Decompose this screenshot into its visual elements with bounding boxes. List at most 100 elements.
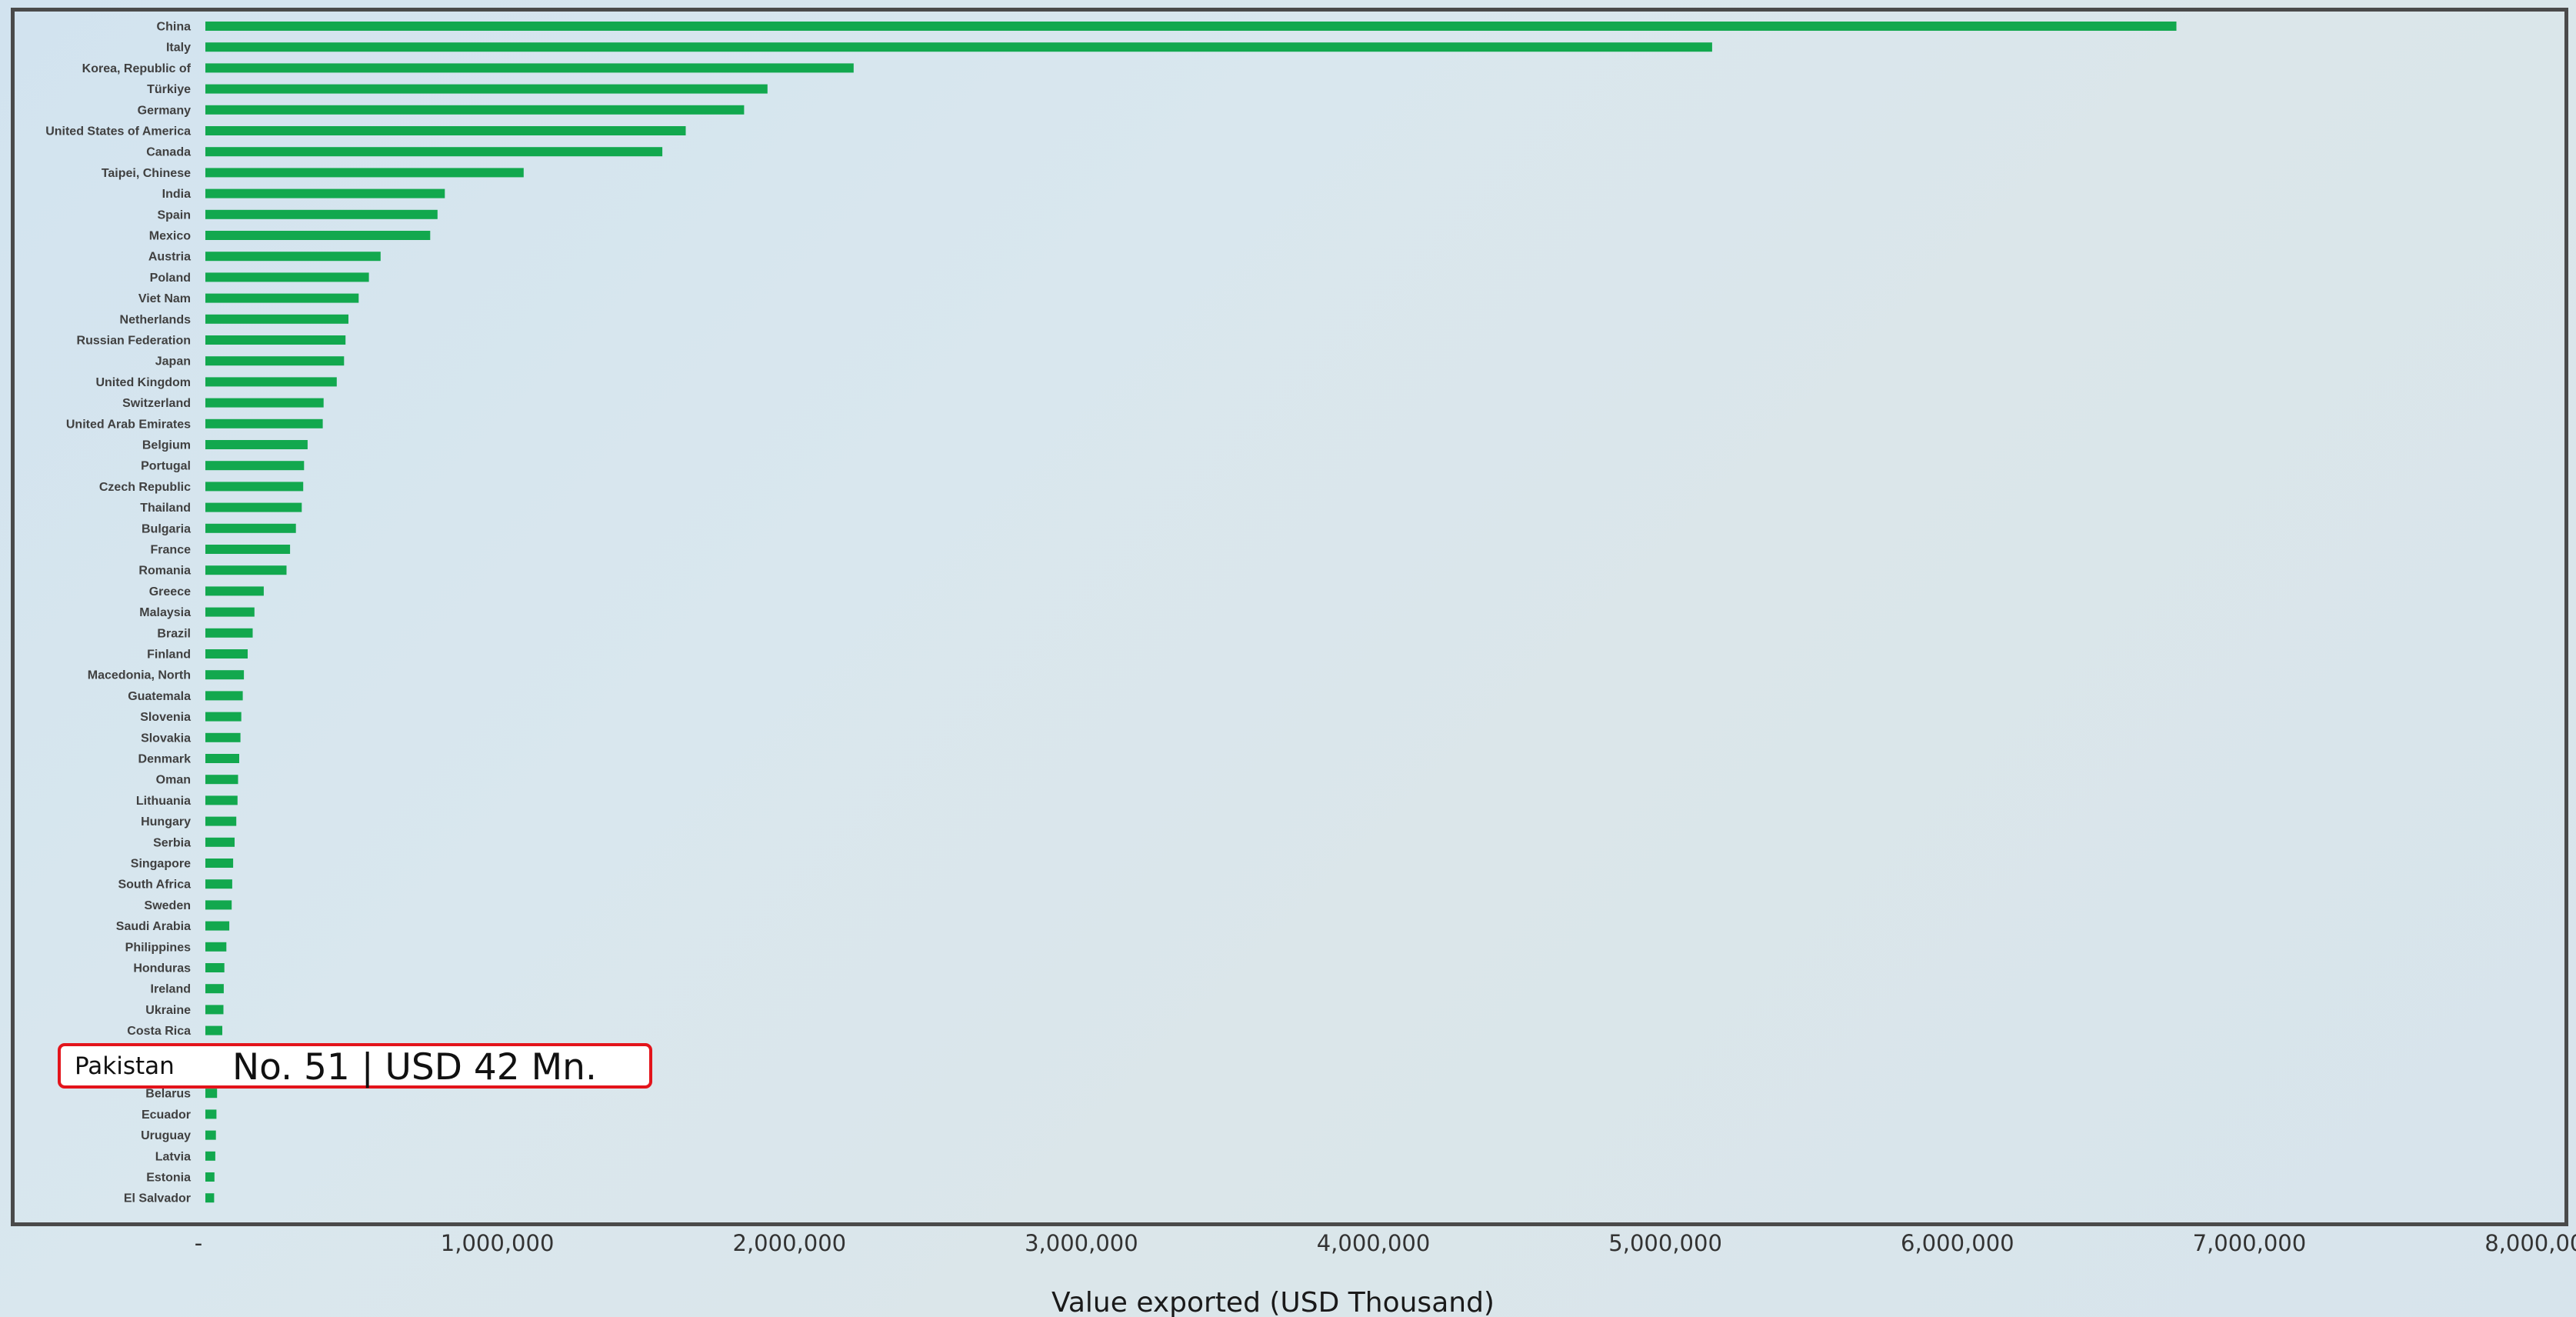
bar-slovakia	[205, 732, 241, 742]
category-label-serbia: Serbia	[153, 836, 191, 849]
x-tick-2000000: 2,000,000	[733, 1230, 847, 1256]
category-label-ukraine: Ukraine	[145, 1004, 191, 1017]
x-tick-8000000: 8,000,000	[2484, 1230, 2576, 1256]
bar-thailand	[205, 502, 302, 512]
bar-el-salvador	[205, 1193, 215, 1203]
bar-united-states-of-america	[205, 126, 686, 135]
category-label-saudi-arabia: Saudi Arabia	[116, 920, 191, 933]
category-label-uruguay: Uruguay	[141, 1129, 191, 1142]
category-label-hungary: Hungary	[141, 815, 191, 829]
category-label-china: China	[157, 21, 192, 34]
category-label-germany: Germany	[138, 104, 191, 117]
bar-korea-republic-of	[205, 63, 854, 73]
category-label-latvia: Latvia	[155, 1150, 191, 1163]
bar-portugal	[205, 461, 305, 471]
category-label-philippines: Philippines	[125, 941, 191, 954]
category-label-belarus: Belarus	[145, 1088, 191, 1101]
bar-italy	[205, 42, 1712, 52]
bar-taipei-chinese	[205, 168, 524, 178]
x-axis-ticks: - 1,000,000 2,000,000 3,000,000 4,000,000 5,0…	[195, 1230, 2576, 1256]
bar-honduras	[205, 963, 225, 972]
bar-finland	[205, 649, 248, 658]
category-label-malaysia: Malaysia	[139, 606, 191, 619]
bar-ecuador	[205, 1109, 217, 1119]
category-label-macedonia-north: Macedonia, North	[88, 669, 191, 682]
bar-costa-rica	[205, 1025, 222, 1035]
category-label-romania: Romania	[138, 565, 191, 578]
bar-india	[205, 188, 445, 198]
chart-frame	[11, 8, 2568, 1226]
bar-belgium	[205, 440, 308, 449]
bar-serbia	[205, 837, 235, 847]
category-label-thailand: Thailand	[140, 502, 191, 515]
bar-t-rkiye	[205, 84, 768, 94]
x-tick-7000000: 7,000,000	[2193, 1230, 2307, 1256]
category-label-belgium: Belgium	[142, 439, 191, 452]
bar-ireland	[205, 984, 224, 994]
bar-netherlands	[205, 314, 348, 324]
x-tick-6000000: 6,000,000	[1901, 1230, 2014, 1256]
bar-canada	[205, 147, 663, 157]
bar-united-arab-emirates	[205, 418, 323, 428]
bar-mexico	[205, 231, 431, 240]
category-label-brazil: Brazil	[157, 627, 191, 640]
category-labels: China Italy Korea, Republic of Türkiye Germa…	[45, 21, 191, 1205]
bar-japan	[205, 356, 345, 366]
category-label-south-africa: South Africa	[118, 879, 191, 892]
callout-box	[58, 1043, 652, 1089]
category-label-poland: Poland	[150, 272, 191, 285]
category-label-mexico: Mexico	[149, 230, 191, 243]
x-tick-1000000: 1,000,000	[441, 1230, 555, 1256]
x-tick-0: -	[195, 1230, 202, 1256]
category-label-united-arab-emirates: United Arab Emirates	[66, 418, 191, 431]
bar-denmark	[205, 754, 239, 763]
bar-lithuania	[205, 795, 238, 805]
bar-austria	[205, 252, 381, 262]
x-tick-3000000: 3,000,000	[1025, 1230, 1138, 1256]
category-label-canada: Canada	[146, 146, 191, 159]
category-label-taipei-chinese: Taipei, Chinese	[102, 167, 191, 180]
category-label-finland: Finland	[147, 648, 191, 662]
bar-ukraine	[205, 1005, 224, 1015]
category-label-russian-federation: Russian Federation	[77, 335, 191, 348]
category-label-ecuador: Ecuador	[142, 1109, 191, 1122]
category-label-slovenia: Slovenia	[140, 711, 191, 724]
category-label-ireland: Ireland	[151, 983, 191, 996]
bar-china	[205, 22, 2177, 31]
category-label-korea-republic-of: Korea, Republic of	[82, 62, 192, 75]
bar-guatemala	[205, 691, 243, 701]
bar-singapore	[205, 859, 234, 868]
category-label-united-kingdom: United Kingdom	[95, 376, 191, 389]
category-label-lithuania: Lithuania	[136, 795, 191, 808]
bar-belarus	[205, 1089, 218, 1099]
bar-switzerland	[205, 398, 324, 408]
category-label-guatemala: Guatemala	[128, 690, 191, 703]
bar-brazil	[205, 628, 253, 638]
bar-south-africa	[205, 879, 232, 889]
category-label-estonia: Estonia	[146, 1172, 191, 1185]
bar-bulgaria	[205, 523, 296, 533]
callout-country-label: Pakistan	[75, 1052, 175, 1080]
category-label-sweden: Sweden	[145, 899, 191, 912]
category-label-t-rkiye: Türkiye	[147, 83, 191, 96]
category-label-austria: Austria	[148, 251, 191, 264]
bar-viet-nam	[205, 293, 359, 303]
bar-romania	[205, 565, 287, 575]
bar-united-kingdom	[205, 377, 337, 387]
bar-estonia	[205, 1172, 215, 1182]
x-tick-4000000: 4,000,000	[1317, 1230, 1431, 1256]
bar-slovenia	[205, 712, 242, 722]
bar-russian-federation	[205, 335, 346, 345]
bar-saudi-arabia	[205, 921, 230, 931]
pakistan-callout: Pakistan No. 51 | USD 42 Mn.	[58, 1043, 652, 1089]
category-label-france: France	[151, 544, 192, 557]
category-label-netherlands: Netherlands	[120, 313, 192, 326]
bar-latvia	[205, 1151, 215, 1161]
category-label-honduras: Honduras	[133, 962, 191, 975]
bar-oman	[205, 775, 238, 785]
bar-sweden	[205, 900, 232, 910]
category-label-greece: Greece	[149, 585, 191, 598]
category-label-czech-republic: Czech Republic	[99, 481, 191, 494]
category-label-india: India	[162, 188, 191, 201]
bar-spain	[205, 209, 438, 219]
